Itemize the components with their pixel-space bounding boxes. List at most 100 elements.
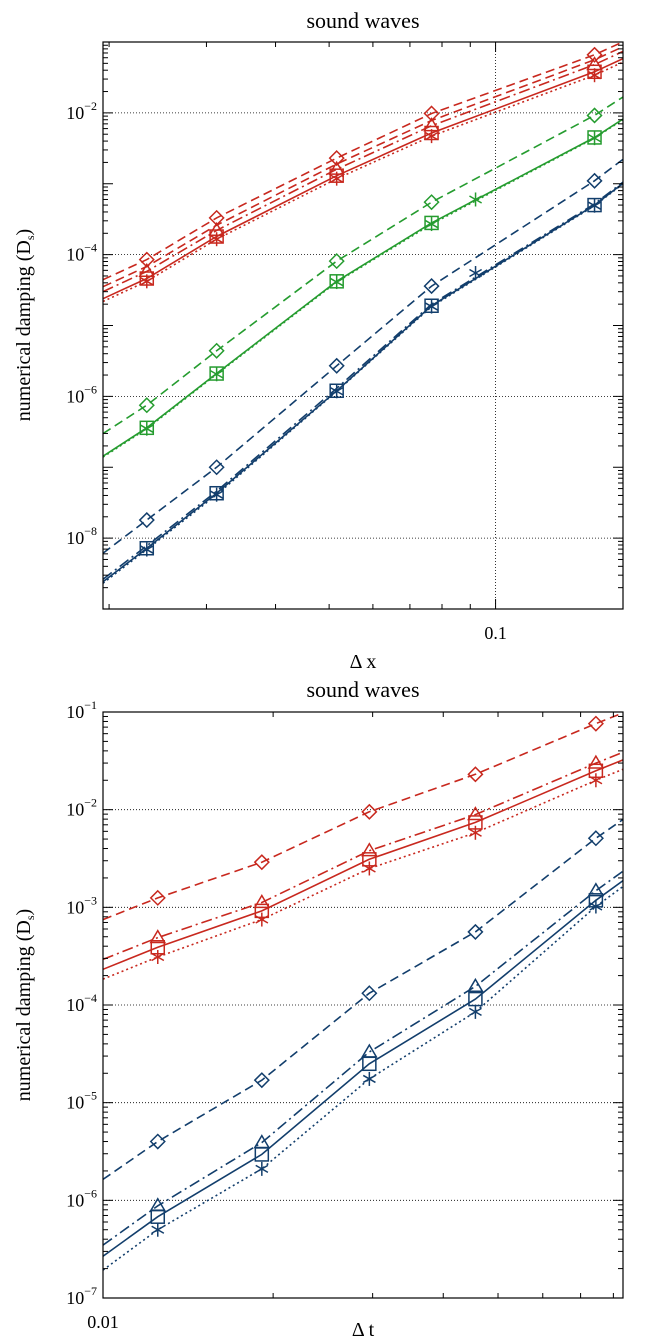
y-axis-label-main: numerical damping (D: [13, 920, 35, 1101]
star-marker: [210, 232, 224, 247]
y-tick-base: 10: [66, 245, 84, 265]
chart-title: sound waves: [306, 8, 419, 33]
chart-title: sound waves: [306, 677, 419, 702]
series-markers: [149, 715, 605, 1237]
triangle-marker: [587, 882, 605, 897]
star-marker: [589, 773, 603, 788]
y-tick-base: 10: [66, 1093, 84, 1113]
y-tick-label: 10−4: [66, 991, 97, 1015]
star-marker: [425, 129, 439, 144]
diamond-marker: [467, 923, 484, 940]
y-tick-label: 10−7: [66, 1284, 97, 1308]
star-marker: [151, 950, 165, 965]
triangle-marker: [587, 754, 605, 769]
x-axis-label: Δ x: [350, 651, 377, 673]
diamond-marker: [208, 459, 225, 476]
diamond-marker: [328, 253, 345, 270]
y-tick-exponent: −4: [84, 241, 97, 255]
star-stroke: [151, 1225, 165, 1234]
triangle-marker: [467, 977, 484, 993]
x-tick-labels: 0.01: [87, 1312, 119, 1332]
star-stroke: [330, 277, 344, 287]
x-tick-label: 0.01: [87, 1312, 119, 1332]
series-line: [103, 183, 623, 584]
star-marker: [362, 861, 376, 876]
star-marker: [330, 384, 344, 399]
star-stroke: [330, 174, 344, 183]
star-marker: [210, 367, 224, 382]
y-tick-base: 10: [66, 528, 84, 548]
diamond-marker: [587, 715, 604, 732]
minor-ticks: [103, 42, 623, 610]
square-marker: [254, 1147, 270, 1162]
star-marker: [210, 487, 224, 502]
diamond-marker: [361, 985, 378, 1002]
chart-dt: sound waves 10−110−210−310−410−510−610−7…: [13, 677, 624, 1341]
diamond-marker: [587, 830, 604, 847]
series-line: [103, 885, 623, 1271]
series-line: [103, 751, 623, 961]
y-tick-exponent: −2: [84, 796, 97, 810]
y-tick-label: 10−6: [66, 1186, 97, 1210]
y-tick-exponent: −6: [84, 1186, 97, 1200]
star-marker: [362, 1071, 376, 1086]
star-marker: [468, 825, 482, 840]
diamond-marker: [423, 105, 440, 122]
diamond-marker: [586, 107, 603, 124]
star-marker: [469, 192, 483, 207]
star-stroke: [588, 133, 602, 143]
chart-dx: sound waves 10−210−410−610−8 0.1 Δ x num…: [13, 8, 624, 673]
series-line: [103, 712, 623, 921]
square-marker: [362, 1056, 377, 1072]
diamond-marker: [149, 1133, 166, 1150]
star-marker: [589, 899, 603, 914]
star-stroke: [151, 952, 165, 962]
diamond-marker: [586, 172, 603, 189]
star-stroke: [255, 915, 269, 924]
star-stroke: [469, 195, 483, 204]
y-tick-base: 10: [66, 386, 84, 406]
y-tick-label: 10−8: [66, 524, 97, 548]
y-tick-label: 10−4: [66, 241, 97, 265]
y-axis-label-subscript: s: [23, 235, 37, 240]
y-tick-base: 10: [66, 995, 84, 1015]
y-tick-exponent: −7: [84, 1284, 97, 1298]
diamond-marker: [328, 357, 345, 374]
star-marker: [151, 1222, 165, 1237]
x-axis-label: Δ t: [352, 1319, 375, 1341]
y-tick-label: 10−3: [66, 893, 97, 917]
y-tick-base: 10: [66, 897, 84, 917]
y-tick-labels: 10−110−210−310−410−510−610−7: [66, 698, 97, 1308]
grid-lines: [103, 42, 623, 609]
series-lines: [103, 712, 623, 1271]
y-axis-label-main: numerical damping (D: [13, 240, 35, 421]
series-line: [103, 158, 623, 554]
diamond-marker: [208, 342, 225, 359]
x-tick-label: 0.1: [484, 623, 507, 643]
y-tick-exponent: −3: [84, 893, 97, 907]
y-tick-label: 10−6: [66, 382, 97, 406]
star-stroke: [425, 131, 439, 141]
star-stroke: [469, 268, 483, 278]
series-line: [103, 870, 623, 1246]
x-tick-labels: 0.1: [484, 623, 507, 643]
star-stroke: [425, 302, 439, 311]
y-axis-label-close: ): [13, 229, 35, 236]
series-line: [103, 57, 623, 300]
y-tick-base: 10: [66, 702, 84, 722]
y-tick-label: 10−2: [66, 99, 97, 123]
diamond-marker: [253, 1072, 270, 1089]
star-marker: [330, 171, 344, 186]
series-line: [103, 119, 623, 458]
y-tick-base: 10: [66, 1288, 84, 1308]
y-tick-label: 10−1: [66, 698, 97, 722]
star-stroke: [255, 1164, 269, 1174]
plot-frame: [102, 41, 624, 610]
star-stroke: [210, 370, 224, 379]
grid-lines: [103, 809, 623, 1201]
y-axis-label: numerical damping (Ds): [13, 909, 37, 1101]
star-stroke: [588, 201, 602, 210]
triangle-marker: [253, 894, 271, 909]
diamond-marker: [208, 209, 225, 226]
star-stroke: [210, 235, 224, 244]
